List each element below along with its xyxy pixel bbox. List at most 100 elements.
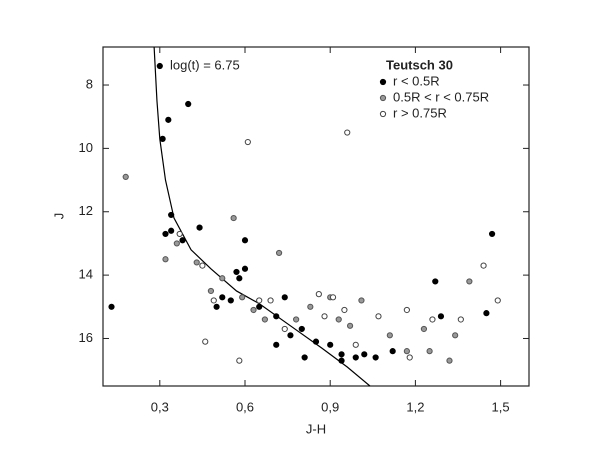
y-axis-label: J [51, 213, 66, 220]
legend-title: Teutsch 30 [386, 57, 453, 72]
isochrone [153, 46, 371, 387]
x-tick-label: 0,9 [321, 399, 339, 414]
x-tick-label: 0,3 [151, 399, 169, 414]
point [156, 62, 163, 70]
point [256, 303, 263, 310]
plot-frame [102, 46, 530, 387]
annotation: log(t) = 6.75 [170, 57, 240, 72]
point [329, 294, 337, 301]
point [162, 230, 169, 238]
point [241, 237, 249, 244]
point [494, 297, 501, 304]
point [168, 227, 175, 234]
y-tick-label: 16 [79, 330, 93, 345]
point [159, 135, 166, 142]
y-tick-label: 8 [86, 76, 93, 91]
point [335, 316, 342, 323]
point [338, 357, 345, 364]
point [162, 256, 169, 263]
point [179, 237, 186, 244]
point [298, 325, 305, 333]
point [344, 129, 351, 136]
point [372, 354, 379, 361]
point [429, 316, 436, 323]
point [361, 351, 368, 358]
point [122, 173, 129, 180]
point [446, 357, 453, 364]
point [256, 297, 263, 304]
point [168, 211, 175, 219]
point [273, 341, 280, 348]
legend-marker [379, 110, 387, 118]
point [227, 297, 234, 304]
legend-label: r > 0.75R [393, 105, 447, 120]
point [241, 265, 249, 272]
point [244, 138, 251, 146]
point [315, 291, 322, 298]
point [230, 214, 237, 222]
point [426, 348, 433, 355]
point [281, 294, 288, 301]
point [176, 230, 183, 238]
point [346, 322, 354, 329]
point [202, 338, 209, 345]
point [281, 325, 288, 333]
x-tick-label: 1,5 [492, 399, 510, 414]
legend-label: 0.5R < r < 0.75R [393, 89, 489, 104]
y-tick-label: 10 [79, 140, 93, 155]
point [199, 262, 206, 269]
point [207, 287, 215, 295]
point [185, 100, 192, 108]
point [293, 316, 300, 323]
point [196, 224, 203, 231]
legend-label: r < 0.5R [393, 73, 440, 88]
x-tick-label: 0,6 [236, 399, 254, 414]
point [420, 325, 428, 333]
point [389, 348, 396, 355]
point [358, 297, 365, 304]
point [327, 341, 334, 348]
y-tick-label: 12 [79, 203, 93, 218]
point [275, 249, 283, 257]
legend-marker [379, 94, 387, 102]
point [352, 341, 359, 348]
point [219, 294, 226, 301]
point [301, 354, 308, 361]
point [165, 116, 172, 123]
point [173, 240, 180, 247]
point [437, 313, 445, 320]
point [338, 351, 345, 358]
point [213, 303, 220, 310]
point [403, 348, 410, 355]
point [267, 297, 274, 304]
point [239, 294, 246, 301]
point [352, 354, 359, 361]
point [193, 259, 200, 266]
point [386, 332, 393, 339]
x-tick-label: 1,2 [406, 399, 424, 414]
point [312, 338, 320, 345]
point [236, 275, 243, 282]
point [488, 230, 496, 238]
point [406, 354, 413, 361]
point [210, 297, 217, 304]
point [321, 313, 328, 320]
point [457, 316, 464, 323]
x-axis-label: J-H [306, 421, 326, 436]
point [403, 306, 410, 314]
point [261, 316, 268, 323]
point [452, 332, 459, 339]
point [480, 262, 487, 269]
point [432, 278, 439, 285]
point [236, 357, 243, 364]
point [250, 306, 257, 314]
point [375, 313, 382, 320]
point [307, 303, 314, 310]
point [108, 303, 115, 310]
point [483, 310, 490, 317]
legend-marker [379, 78, 387, 86]
y-tick-label: 14 [79, 267, 93, 282]
point [287, 332, 294, 339]
